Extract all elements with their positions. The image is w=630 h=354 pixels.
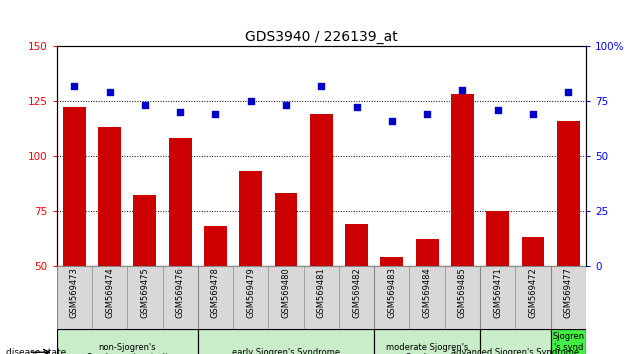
Text: GSM569484: GSM569484 — [423, 267, 432, 318]
Bar — [134, 195, 156, 266]
Bar — [239, 171, 262, 266]
Point — [387, 118, 397, 124]
Bar — [57, 329, 198, 354]
Point — [281, 102, 291, 108]
Text: GSM569483: GSM569483 — [387, 267, 396, 318]
Bar — [198, 329, 374, 354]
Bar — [204, 226, 227, 266]
Bar — [381, 257, 403, 266]
Text: GSM569473: GSM569473 — [70, 267, 79, 318]
Bar — [98, 127, 121, 266]
Bar — [416, 239, 438, 266]
Title: GDS3940 / 226139_at: GDS3940 / 226139_at — [245, 30, 398, 44]
Point — [457, 87, 467, 93]
Text: GSM569477: GSM569477 — [564, 267, 573, 318]
Bar — [480, 329, 551, 354]
Text: GSM569475: GSM569475 — [140, 267, 149, 318]
Text: non-Sjogren's
Syndrome (control): non-Sjogren's Syndrome (control) — [87, 343, 168, 354]
Bar — [345, 224, 368, 266]
Text: moderate Sjogren's
Syndrome: moderate Sjogren's Syndrome — [386, 343, 468, 354]
Text: GSM569476: GSM569476 — [176, 267, 185, 318]
Text: GSM569472: GSM569472 — [529, 267, 537, 318]
Bar — [522, 237, 544, 266]
Text: Sjogren
's synd
rome
(control): Sjogren 's synd rome (control) — [551, 332, 586, 354]
Text: GSM569480: GSM569480 — [282, 267, 290, 318]
Text: GSM569485: GSM569485 — [458, 267, 467, 318]
Point — [352, 105, 362, 110]
Point — [210, 111, 220, 117]
Point — [140, 102, 150, 108]
Point — [69, 83, 79, 88]
Bar — [374, 329, 480, 354]
Text: GSM569481: GSM569481 — [317, 267, 326, 318]
Bar — [275, 193, 297, 266]
Point — [175, 109, 185, 115]
Bar — [451, 94, 474, 266]
Point — [105, 89, 115, 95]
Text: GSM569478: GSM569478 — [211, 267, 220, 318]
Point — [493, 107, 503, 113]
Bar — [169, 138, 192, 266]
Bar — [310, 114, 333, 266]
Bar — [63, 108, 86, 266]
Point — [246, 98, 256, 104]
Bar — [557, 121, 580, 266]
Point — [316, 83, 326, 88]
Text: GSM569482: GSM569482 — [352, 267, 361, 318]
Point — [528, 111, 538, 117]
Text: GSM569474: GSM569474 — [105, 267, 114, 318]
Text: advanced Sjogren's Syndrome: advanced Sjogren's Syndrome — [451, 348, 580, 354]
Text: disease state: disease state — [6, 348, 67, 354]
Point — [422, 111, 432, 117]
Point — [563, 89, 573, 95]
Bar — [486, 211, 509, 266]
Bar — [551, 329, 586, 354]
Text: early Sjogren's Syndrome: early Sjogren's Syndrome — [232, 348, 340, 354]
Text: GSM569479: GSM569479 — [246, 267, 255, 318]
Text: GSM569471: GSM569471 — [493, 267, 502, 318]
